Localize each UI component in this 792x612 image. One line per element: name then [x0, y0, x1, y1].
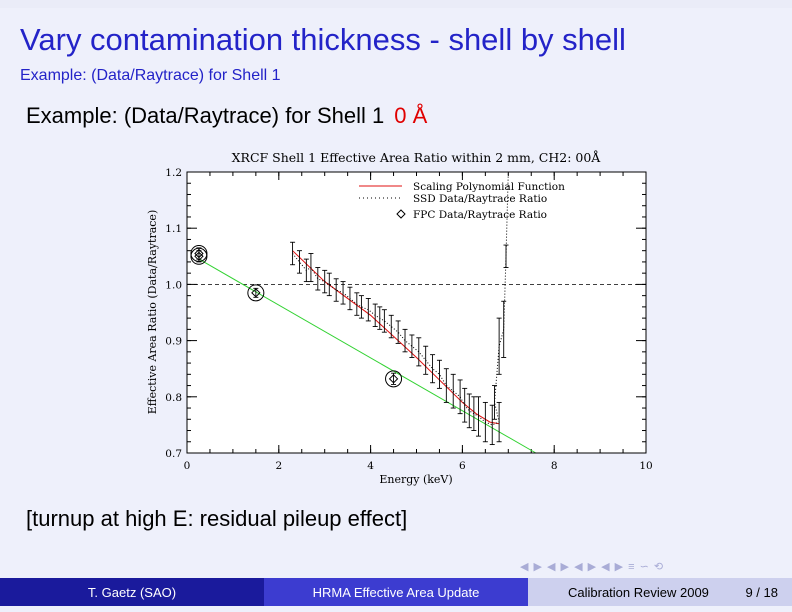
legend-fpc-swatch — [396, 209, 406, 219]
thickness-value: 0 Å — [394, 103, 428, 128]
y-tick-label: 1.2 — [165, 167, 182, 179]
footer-bar: T. Gaetz (SAO) HRMA Effective Area Updat… — [0, 578, 792, 606]
x-tick-label: 10 — [639, 460, 652, 472]
y-tick-label: 1.0 — [165, 279, 182, 291]
y-tick-label: 0.7 — [165, 448, 182, 460]
fpc-circle — [247, 284, 265, 302]
y-tick-label: 0.9 — [165, 336, 182, 348]
footer-talk-title: HRMA Effective Area Update — [264, 578, 528, 606]
example-heading: Example: (Data/Raytrace) for Shell 1 0 Å — [26, 103, 427, 129]
plot-frame — [186, 171, 647, 454]
x-tick-label: 2 — [275, 460, 282, 472]
x-tick-label: 8 — [551, 460, 558, 472]
x-tick-label: 0 — [184, 460, 191, 472]
y-axis-label: Effective Area Ratio (Data/Raytrace) — [146, 210, 159, 414]
beamer-navigation[interactable]: ◀ ▶ ◀ ▶ ◀ ▶ ◀ ▶ ≡ ∽ ⟲ — [520, 561, 665, 573]
footer-page-number: 9 / 18 — [745, 584, 778, 600]
fpc-circle — [190, 247, 208, 265]
ticks-layer: 0 2 4 6 8 10 0.7 0.8 0.9 1.0 1.1 1.2 — [165, 167, 652, 472]
fpc-circle — [385, 370, 403, 388]
chart-title: XRCF Shell 1 Effective Area Ratio within… — [232, 150, 602, 165]
footer-event: Calibration Review 2009 9 / 18 — [528, 578, 792, 606]
y-tick-label: 1.1 — [165, 223, 182, 235]
footer-event-name: Calibration Review 2009 — [568, 584, 709, 600]
y-tick-label: 0.8 — [165, 392, 182, 404]
legend-fpc-label: FPC Data/Raytrace Ratio — [413, 209, 547, 221]
x-tick-label: 4 — [367, 460, 374, 472]
slide-subtitle: Example: (Data/Raytrace) for Shell 1 — [20, 67, 281, 84]
green-reference-line — [198, 258, 537, 454]
x-axis-label: Energy (keV) — [379, 473, 452, 486]
x-tick-label: 6 — [459, 460, 466, 472]
example-heading-text: Example: (Data/Raytrace) for Shell 1 — [26, 103, 385, 128]
area-ratio-chart: 0 2 4 6 8 10 0.7 0.8 0.9 1.0 1.1 1.2 XRCF Shell 1 E… — [146, 150, 653, 486]
pileup-note: [turnup at high E: residual pileup effec… — [26, 506, 408, 531]
legend-ssd-label: SSD Data/Raytrace Ratio — [413, 193, 547, 205]
points-layer — [190, 241, 509, 446]
chart-legend: Scaling Polynomial Function SSD Data/Ray… — [359, 181, 565, 221]
plot-area — [187, 172, 646, 453]
footer-author: T. Gaetz (SAO) — [0, 578, 264, 606]
top-band — [0, 0, 792, 8]
slide-title: Vary contamination thickness - shell by … — [20, 22, 626, 57]
legend-fit-label: Scaling Polynomial Function — [413, 181, 565, 193]
